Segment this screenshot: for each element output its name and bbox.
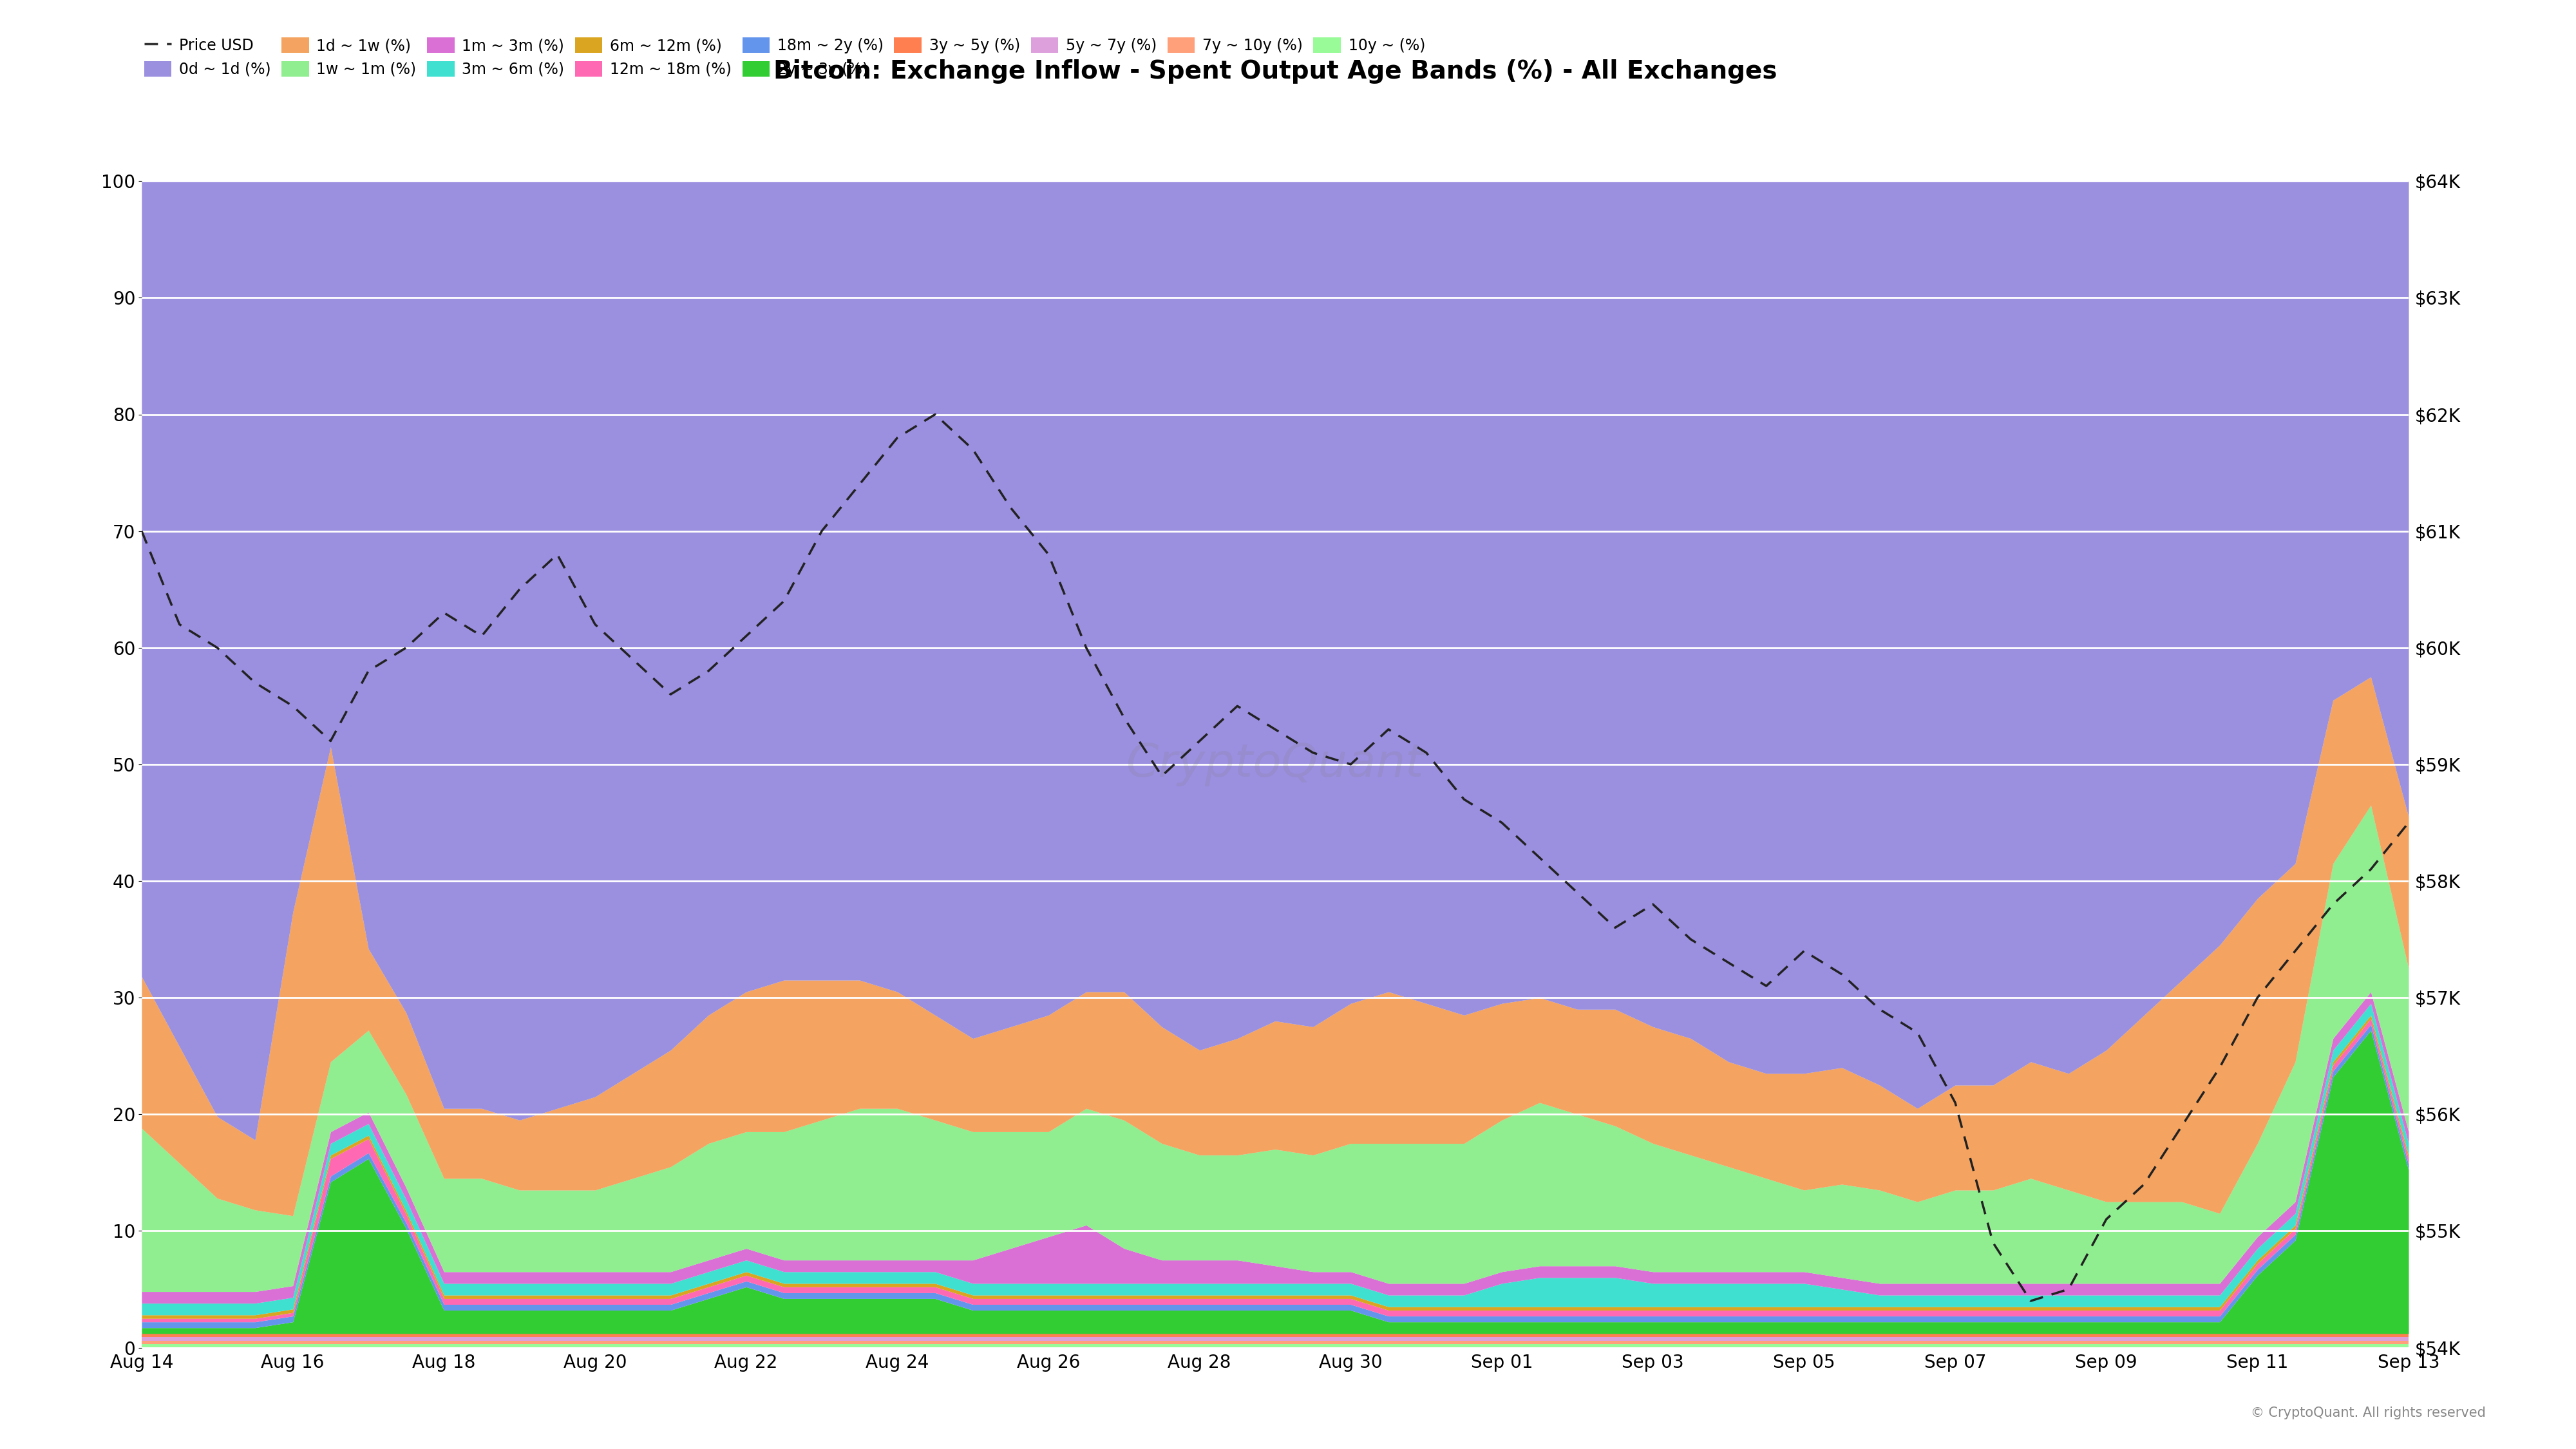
Title: Bitcoin: Exchange Inflow - Spent Output Age Bands (%) - All Exchanges: Bitcoin: Exchange Inflow - Spent Output … — [773, 59, 1777, 84]
Text: © CryptoQuant. All rights reserved: © CryptoQuant. All rights reserved — [2251, 1407, 2486, 1420]
Text: CryptoQuant: CryptoQuant — [1126, 742, 1425, 787]
Legend: Price USD, 0d ~ 1d (%), 1d ~ 1w (%), 1w ~ 1m (%), 1m ~ 3m (%), 3m ~ 6m (%), 6m ~: Price USD, 0d ~ 1d (%), 1d ~ 1w (%), 1w … — [139, 32, 1432, 83]
